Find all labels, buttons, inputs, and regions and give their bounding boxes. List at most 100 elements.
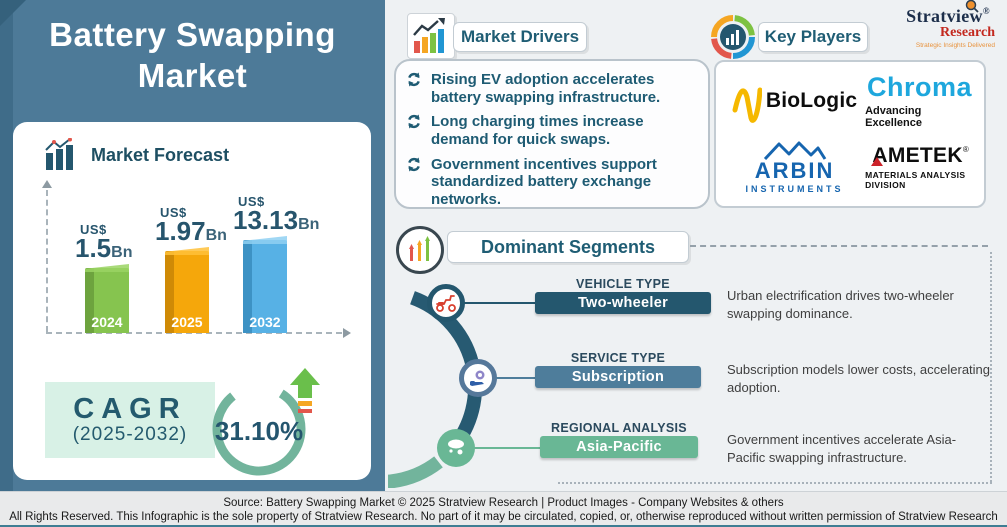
logo-chroma-text: Chroma: [866, 71, 972, 102]
logo-arbin: ARBIN INSTRUMENTS: [724, 134, 865, 200]
magnifier-bulb-icon: [965, 0, 979, 13]
subscription-icon: [470, 370, 485, 386]
segment-connector: [474, 447, 540, 449]
segments-dashed-connector: [690, 245, 988, 247]
dominant-segments-heading: Dominant Segments: [447, 231, 689, 263]
globe-icon: [448, 439, 464, 455]
bar-top-face: [165, 247, 209, 255]
key-players-card: BioLogic Chroma Advancing Excellence ARB…: [714, 60, 986, 208]
bar-year-label: 2025: [171, 314, 203, 330]
driver-text: Government incentives support standardiz…: [431, 155, 657, 209]
footer-rights-line: All Rights Reserved. This Infographic is…: [9, 511, 998, 523]
driver-text: Rising EV adoption accelerates battery s…: [431, 71, 661, 106]
y-axis: [46, 190, 48, 332]
cagr-value: 31.10%: [214, 416, 304, 446]
footer-accent-edge: [0, 525, 1007, 527]
segment-value-bar: Asia-Pacific: [540, 436, 698, 458]
arbin-mountains-icon: [763, 141, 826, 160]
bar-chart-line-icon: [45, 138, 73, 170]
driver-item: Rising EV adoption accelerates battery s…: [406, 71, 696, 106]
ametek-red-triangle-icon: [871, 156, 884, 166]
segment-value-bar: Two-wheeler: [535, 292, 711, 314]
logo-ametek-text: AMETEK: [872, 143, 963, 167]
segments-dotted-border-bottom: [558, 482, 992, 484]
left-accent-strip: [0, 0, 13, 491]
bar-group-2024: US$ 1.5Bn 2024: [75, 222, 157, 333]
bar-top-face: [85, 264, 129, 272]
unit-label: Bn: [205, 227, 227, 244]
bar-2025: 2025: [165, 247, 209, 333]
logo-ametek: AMETEK® MATERIALS ANALYSIS DIVISION: [865, 134, 976, 200]
logo-ametek-reg: ®: [962, 144, 969, 154]
market-forecast-card: Market Forecast US$ 1.5Bn 2024 US$: [13, 122, 371, 480]
brand-tagline: Strategic Insights Delivered: [915, 42, 995, 49]
pie-ring-chart-icon: [711, 15, 755, 59]
biologic-pulse-icon: [732, 87, 762, 123]
segment-category: SERVICE TYPE: [570, 351, 666, 365]
bar-year-label: 2024: [91, 314, 123, 330]
cagr-ring-icon: [212, 382, 306, 476]
logo-arbin-sub: INSTRUMENTS: [745, 184, 844, 194]
logo-biologic: BioLogic: [724, 68, 865, 134]
market-drivers-icon: [407, 13, 455, 59]
segment-connector: [496, 377, 536, 379]
logo-biologic-text: BioLogic: [765, 89, 858, 112]
key-players-heading: Key Players: [758, 22, 868, 52]
bar-2024: 2024: [85, 264, 129, 333]
page-title-line1: Battery Swapping: [49, 16, 336, 53]
x-axis: [46, 332, 342, 334]
bar-top-face: [243, 236, 287, 244]
segment-value-bar: Subscription: [535, 366, 701, 388]
driver-text: Long charging times increase demand for …: [431, 113, 644, 149]
currency-label: US$: [238, 194, 265, 209]
brand-name: Stratview®: [893, 0, 1003, 27]
logo-chroma-tagline: Advancing Excellence: [865, 104, 922, 129]
logo-ametek-sub: MATERIALS ANALYSIS DIVISION: [865, 169, 966, 190]
cycle-arrows-icon: [408, 114, 420, 129]
stratview-logo: Stratview® Research Strategic Insights D…: [893, 0, 1003, 49]
unit-label: Bn: [111, 244, 133, 261]
key-players-icon: [710, 14, 756, 65]
forecast-chart: US$ 1.5Bn 2024 US$ 1.97Bn 2025: [13, 172, 371, 338]
dominant-segments-icon: [396, 226, 444, 274]
segment-circle-vehicle: [427, 284, 465, 322]
page-title-line2: Market: [137, 57, 248, 95]
currency-label: US$: [160, 205, 187, 220]
triple-arrows-icon: [409, 236, 430, 261]
bar-group-2032: US$ 13.13Bn 2032: [233, 194, 319, 333]
bar-value-label: US$ 1.97Bn: [155, 205, 227, 245]
market-drivers-heading: Market Drivers: [453, 22, 587, 52]
cycle-arrows-icon: [408, 72, 420, 87]
segment-connector: [464, 302, 536, 304]
cagr-period: (2025-2032): [72, 424, 188, 446]
value-label: 1.5: [75, 233, 112, 263]
value-label: 1.97: [155, 216, 206, 246]
market-forecast-header: Market Forecast: [43, 138, 229, 172]
driver-item: Government incentives support standardiz…: [406, 156, 696, 209]
page-title: Battery Swapping Market: [0, 14, 385, 97]
cagr-label: CAGR: [73, 392, 187, 425]
segment-description: Urban electrification drives two-wheeler…: [727, 288, 954, 321]
segment-category: REGIONAL ANALYSIS: [551, 421, 687, 435]
cycle-arrows-icon: [408, 157, 420, 172]
bar-value-label: US$ 1.5Bn: [75, 222, 132, 262]
footer: Source: Battery Swapping Market © 2025 S…: [0, 491, 1007, 527]
footer-source-line: Source: Battery Swapping Market © 2025 S…: [223, 497, 784, 509]
brand-sub-text: Research: [940, 25, 995, 40]
y-axis-arrow-icon: [42, 180, 52, 188]
bar-group-2025: US$ 1.97Bn 2025: [155, 205, 237, 333]
segment-category: VEHICLE TYPE: [576, 277, 670, 291]
market-forecast-title: Market Forecast: [91, 144, 230, 165]
bar-year-label: 2032: [249, 314, 281, 330]
segment-circle-service: [459, 359, 497, 397]
growth-bars-icon: [413, 18, 445, 53]
brand-name-text: Stratview: [906, 6, 983, 26]
segment-description: Subscription models lower costs, acceler…: [727, 362, 991, 395]
cagr-box: CAGR (2025-2032): [45, 382, 215, 458]
brand-reg-mark: ®: [982, 6, 990, 16]
value-label: 13.13: [233, 205, 299, 235]
unit-label: Bn: [298, 216, 320, 233]
bar-value-label: US$ 13.13Bn: [233, 194, 319, 234]
segments-dotted-border-right: [990, 252, 992, 482]
